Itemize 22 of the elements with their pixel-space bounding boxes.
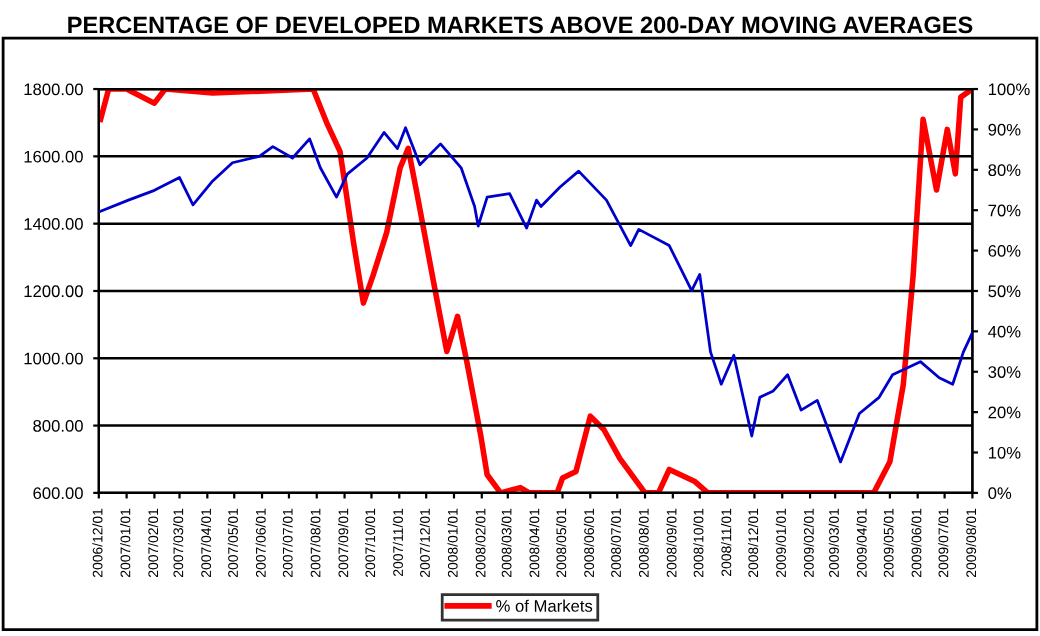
chart-title: PERCENTAGE OF DEVELOPED MARKETS ABOVE 200-DAY MOVING AVERAGES (68, 16, 973, 34)
y2-tick-label: 60% (988, 244, 1021, 257)
y-tick-label: 1000.00 (24, 352, 83, 365)
y-tick-label: 1600.00 (24, 150, 83, 163)
line-series (99, 126, 973, 464)
y2-tick-label: 30% (988, 366, 1021, 378)
y2-tick-label: 10% (988, 446, 1021, 459)
y-tick-label: 600.00 (33, 487, 83, 500)
y2-tick-label: 90% (988, 123, 1021, 136)
line-series (98, 89, 973, 493)
y2-tick-label: 0% (988, 487, 1012, 500)
y2-tick-label: 20% (988, 406, 1021, 419)
y-tick-label: 1200.00 (24, 285, 83, 298)
y2-tick-label: 40% (988, 325, 1021, 338)
y-tick-label: 800.00 (33, 419, 83, 432)
y2-tick-label: 70% (988, 204, 1021, 217)
y-tick-label: 1800.00 (24, 83, 83, 96)
y2-tick-label: 80% (988, 164, 1021, 177)
y2-tick-label: 100% (988, 83, 1030, 96)
y-tick-label: 1400.00 (24, 218, 83, 230)
legend-label: % of Markets (496, 599, 593, 612)
y2-tick-label: 50% (988, 285, 1021, 298)
